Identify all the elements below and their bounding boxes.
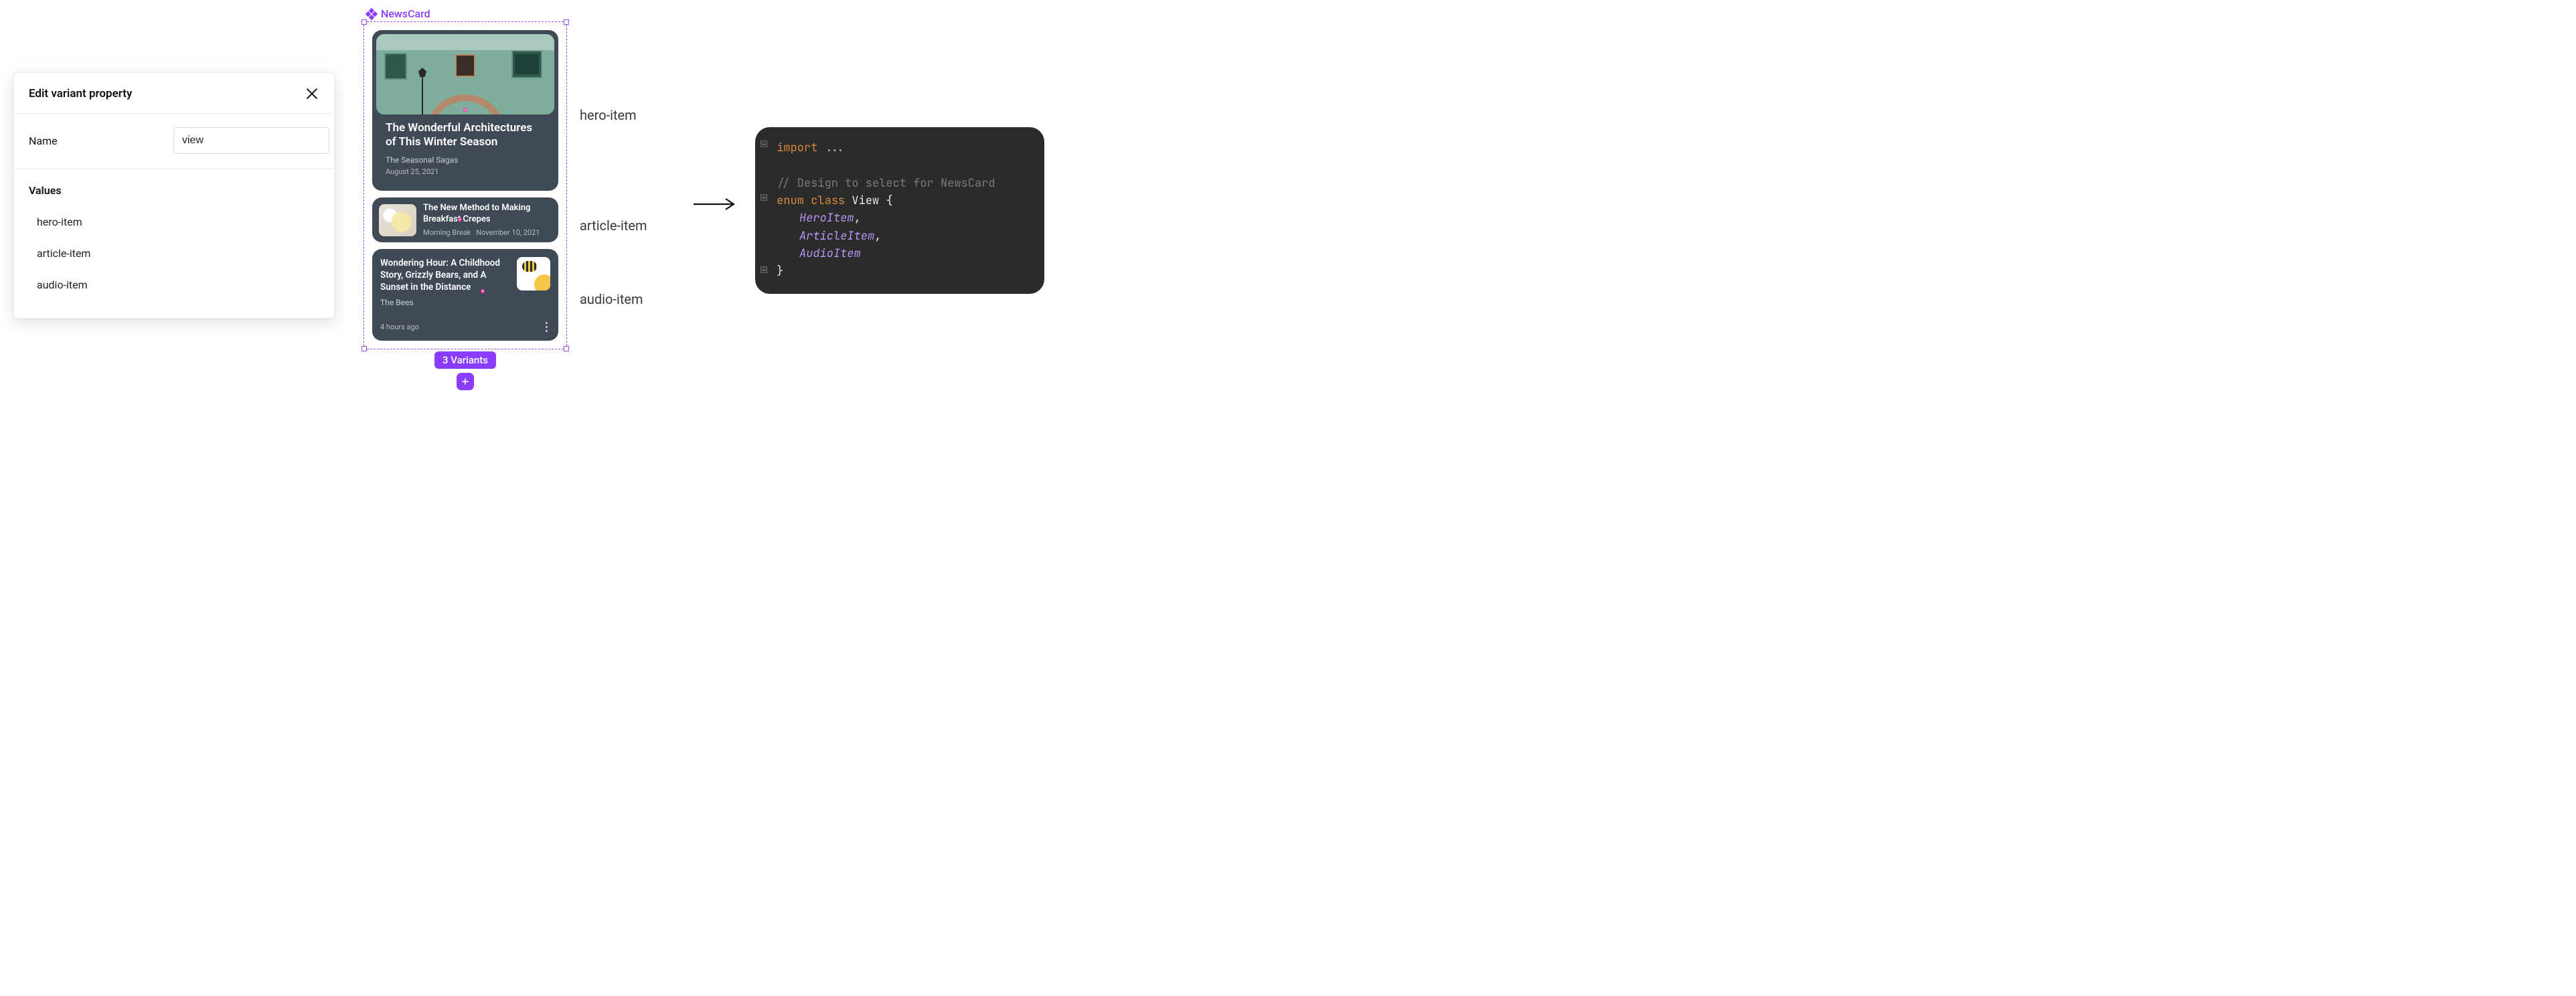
article-title: The New Method to Making Breakfast Crepe… xyxy=(423,203,552,226)
code-line: enum class View { xyxy=(770,192,1030,210)
variant-label-hero: hero-item xyxy=(580,107,637,123)
anchor-dot-icon xyxy=(481,289,485,293)
code-line: // Design to select for NewsCard xyxy=(770,175,1030,192)
name-label: Name xyxy=(29,135,69,147)
hero-title: The Wonderful Architectures of This Wint… xyxy=(386,121,545,150)
component-label[interactable]: NewsCard xyxy=(366,7,567,20)
panel-header: Edit variant property xyxy=(14,73,334,114)
selection-handle[interactable] xyxy=(564,19,569,25)
value-item[interactable]: hero-item xyxy=(37,206,319,238)
name-input[interactable] xyxy=(173,127,329,154)
component-icon xyxy=(366,9,377,19)
values-section: Values hero-item article-item audio-item xyxy=(14,169,334,318)
name-field-row: Name xyxy=(14,114,334,169)
code-line: HeroItem, xyxy=(770,210,1030,227)
variant-label-audio: audio-item xyxy=(580,291,643,307)
hero-source: The Seasonal Sagas xyxy=(386,155,545,165)
anchor-dot-icon xyxy=(458,218,462,222)
article-image xyxy=(379,204,416,236)
arrow-icon xyxy=(692,197,739,211)
audio-card[interactable]: Wondering Hour: A Childhood Story, Grizz… xyxy=(372,249,558,341)
value-item[interactable]: article-item xyxy=(37,238,319,269)
hero-image xyxy=(376,34,554,114)
more-icon[interactable] xyxy=(543,319,550,335)
article-body: The New Method to Making Breakfast Crepe… xyxy=(423,203,552,237)
values-list: hero-item article-item audio-item xyxy=(29,206,319,301)
panel-title: Edit variant property xyxy=(29,87,132,100)
audio-source: The Bees xyxy=(380,298,510,307)
values-label: Values xyxy=(29,184,319,197)
fold-icon[interactable] xyxy=(760,266,767,273)
code-line: AudioItem xyxy=(770,245,1030,262)
code-block: import ... // Design to select for NewsC… xyxy=(755,127,1044,294)
code-line: } xyxy=(770,262,1030,280)
component-name: NewsCard xyxy=(381,7,430,20)
audio-image xyxy=(517,257,550,290)
article-card[interactable]: The New Method to Making Breakfast Crepe… xyxy=(372,197,558,242)
add-variant-button[interactable] xyxy=(457,373,474,390)
selection-handle[interactable] xyxy=(361,346,367,351)
audio-time: 4 hours ago xyxy=(380,323,419,331)
code-line xyxy=(770,157,1030,174)
code-gutter xyxy=(759,139,767,282)
hero-body: The Wonderful Architectures of This Wint… xyxy=(376,114,554,184)
article-source: Morning Break xyxy=(423,228,471,237)
close-icon[interactable] xyxy=(305,86,319,101)
article-meta: Morning Break November 10, 2021 xyxy=(423,228,552,237)
anchor-dot-icon xyxy=(463,108,467,112)
audio-title: Wondering Hour: A Childhood Story, Grizz… xyxy=(380,257,510,294)
variants-badge: 3 Variants xyxy=(434,351,496,369)
component-frame[interactable]: The Wonderful Architectures of This Wint… xyxy=(364,21,567,349)
hero-card[interactable]: The Wonderful Architectures of This Wint… xyxy=(372,30,558,191)
code-line: ArticleItem, xyxy=(770,228,1030,245)
variant-label-article: article-item xyxy=(580,218,647,234)
hero-date: August 25, 2021 xyxy=(386,167,545,176)
article-date: November 10, 2021 xyxy=(476,228,540,237)
selection-handle[interactable] xyxy=(361,19,367,25)
audio-footer: 4 hours ago xyxy=(380,319,550,335)
edit-variant-panel: Edit variant property Name Values hero-i… xyxy=(13,72,335,319)
code-line: import ... xyxy=(770,139,1030,157)
fold-icon[interactable] xyxy=(760,194,767,201)
value-item[interactable]: audio-item xyxy=(37,269,319,301)
component-frame-wrap: NewsCard The Wonderful Architectures of … xyxy=(364,7,567,349)
fold-icon[interactable] xyxy=(760,141,767,147)
selection-handle[interactable] xyxy=(564,346,569,351)
audio-top: Wondering Hour: A Childhood Story, Grizz… xyxy=(380,257,550,307)
